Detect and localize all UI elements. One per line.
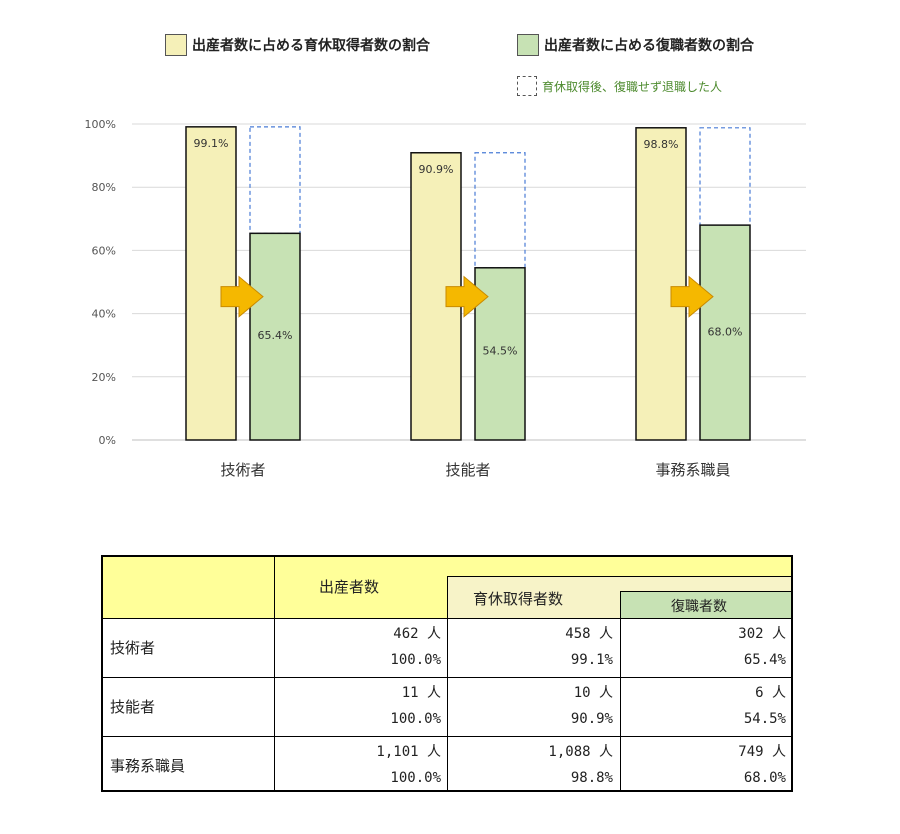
legend-item-left: 育休取得後、復職せず退職した人 [517,76,722,96]
bar-leave [185,126,237,441]
cell-leave-0: 458 人 [565,626,613,642]
data-label-leave: 99.1% [194,137,229,150]
cell-return-1: 6 人 [755,685,786,701]
row-label-engineer: 技術者 [110,639,156,657]
table-border-top [101,555,793,557]
row-label-office: 事務系職員 [110,757,186,775]
legend-swatch-left [517,76,537,96]
arrow-icon [445,275,489,318]
data-label-return: 68.0% [708,326,743,339]
cell-births-pct-2: 100.0% [390,770,441,786]
table-col-line-1 [274,555,275,792]
legend-swatch-leave [165,34,187,56]
y-tick-label: 100% [85,118,116,131]
cell-leave-pct-0: 99.1% [570,652,613,668]
table-subheader-line-leave [447,576,793,577]
y-tick-label: 60% [92,244,116,257]
bar-return [699,224,751,441]
table-header-return: 復職者数 [671,599,727,615]
table-border-left [101,555,103,792]
table-subheader-line-return [620,591,793,592]
data-label-leave: 98.8% [644,138,679,151]
legend-label-return: 出産者数に占める復職者数の割合 [544,38,754,54]
table-header-leave: 育休取得者数 [473,590,564,608]
legend-swatch-return [517,34,539,56]
bar-leave [635,127,687,441]
legend-label-left: 育休取得後、復職せず退職した人 [542,79,723,94]
arrow-icon [670,275,714,318]
table-col-line-3 [620,591,621,792]
y-tick-label: 20% [92,371,116,384]
data-table: 出産者数 育休取得者数 復職者数 技術者 技能者 事務系職員 462 人 100… [101,555,793,792]
cell-return-2: 749 人 [738,744,786,760]
bar-return [249,232,301,441]
x-category-label: 事務系職員 [655,461,730,479]
data-label-return: 54.5% [483,345,518,358]
x-category-label: 技能者 [445,461,490,479]
cell-births-2: 1,101 人 [376,744,441,760]
chart-legend: 出産者数に占める育休取得者数の割合 出産者数に占める復職者数の割合 育休取得後、… [165,34,845,104]
cell-births-1: 11 人 [401,685,441,701]
cell-return-pct-0: 65.4% [743,652,786,668]
data-label-leave: 90.9% [419,163,454,176]
table-header-births: 出産者数 [319,578,380,596]
bar-chart: 0% 20% 40% 60% 80% 100% 99.1% 65.4% 技術者 90.9% 54.5… [85,118,806,479]
cell-leave-pct-2: 98.8% [570,770,613,786]
x-category-label: 技術者 [220,461,265,479]
cell-births-0: 462 人 [393,626,441,642]
cell-leave-2: 1,088 人 [548,744,613,760]
cell-births-pct-1: 100.0% [390,711,441,727]
legend-item-return: 出産者数に占める復職者数の割合 [517,34,754,56]
cell-births-pct-0: 100.0% [390,652,441,668]
row-label-technician: 技能者 [110,698,156,716]
cell-leave-1: 10 人 [573,685,613,701]
y-tick-label: 40% [92,308,116,321]
legend-label-leave: 出産者数に占める育休取得者数の割合 [192,38,430,54]
cell-leave-pct-1: 90.9% [570,711,613,727]
table-border-right [791,555,793,792]
y-tick-label: 0% [99,434,116,447]
table-col-line-2 [447,576,448,792]
data-label-return: 65.4% [258,329,293,342]
dashed-outline-left [249,126,301,234]
dashed-outline-left [699,127,751,226]
table-subheader-return-bg [620,591,793,618]
cell-return-pct-1: 54.5% [743,711,786,727]
arrow-icon [220,275,264,318]
y-tick-label: 80% [92,181,116,194]
legend-item-leave: 出産者数に占める育休取得者数の割合 [165,34,430,56]
cell-return-pct-2: 68.0% [743,770,786,786]
cell-return-0: 302 人 [738,626,786,642]
